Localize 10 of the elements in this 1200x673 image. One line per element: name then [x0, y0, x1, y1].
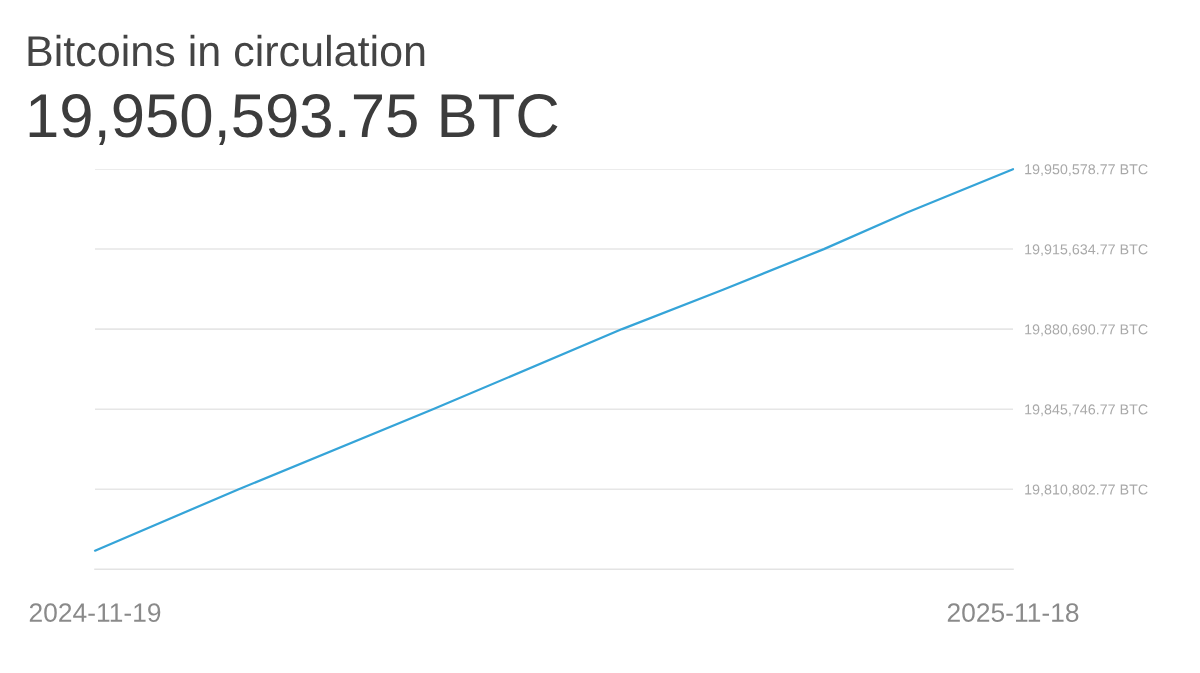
x-tick-label: 2024-11-19	[29, 603, 161, 623]
y-tick-label: 19,915,634.77 BTC	[1025, 244, 1148, 257]
y-tick-label: 19,950,578.77 BTC	[1025, 164, 1148, 177]
x-tick-label: 2025-11-18	[947, 603, 1079, 623]
y-tick-label: 19,845,746.77 BTC	[1025, 404, 1148, 417]
chart-title: Bitcoins in circulation	[28, 34, 425, 67]
y-tick-label: 19,810,802.77 BTC	[1025, 484, 1148, 497]
y-tick-label: 19,880,690.77 BTC	[1025, 324, 1148, 337]
chart-subtitle: 19,950,593.75 BTC	[29, 93, 558, 145]
line-series	[93, 168, 1015, 552]
